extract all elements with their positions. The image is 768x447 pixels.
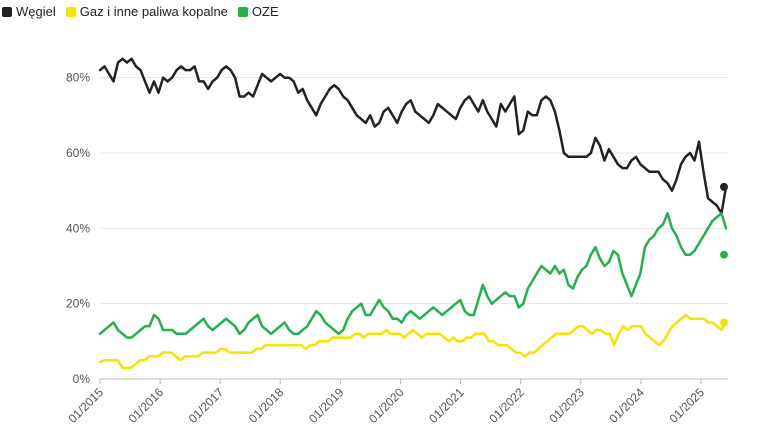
x-tick-label: 01/2025: [667, 385, 708, 426]
chart-legend: Węgiel Gaz i inne paliwa kopalne OZE: [2, 4, 279, 19]
y-tick-label: 60%: [66, 146, 90, 160]
series-line-2: [98, 212, 728, 339]
x-tick-label: 01/2023: [546, 385, 587, 426]
y-tick-label: 80%: [66, 71, 90, 85]
legend-swatch: [65, 6, 76, 17]
x-tick-label: 01/2024: [606, 385, 647, 426]
series-line-0: [98, 57, 728, 215]
series-end-marker-0: [720, 182, 728, 191]
x-tick-label: 01/2016: [126, 385, 167, 426]
x-tick-label: 01/2015: [66, 385, 107, 426]
x-tick-label: 01/2018: [246, 385, 287, 426]
x-tick-label: 01/2021: [426, 385, 467, 426]
series-end-marker-1: [720, 318, 728, 327]
series-end-marker-2: [720, 250, 728, 259]
legend-swatch: [2, 6, 12, 17]
legend-label: Węgiel: [16, 4, 56, 19]
x-tick-label: 01/2022: [486, 385, 527, 426]
legend-item-0: Węgiel: [2, 4, 56, 19]
legend-item-2: OZE: [237, 4, 279, 19]
y-tick-label: 20%: [66, 297, 90, 311]
y-tick-label: 40%: [66, 221, 90, 235]
x-tick-label: 01/2017: [186, 385, 227, 426]
legend-label: OZE: [251, 4, 279, 19]
legend-label: Gaz i inne paliwa kopalne: [79, 4, 228, 19]
series-line-1: [98, 313, 728, 369]
legend-item-1: Gaz i inne paliwa kopalne: [65, 4, 228, 19]
x-tick-label: 01/2020: [366, 385, 407, 426]
x-tick-label: 01/2019: [306, 385, 347, 426]
legend-swatch: [237, 6, 248, 17]
y-tick-label: 0%: [73, 372, 91, 386]
